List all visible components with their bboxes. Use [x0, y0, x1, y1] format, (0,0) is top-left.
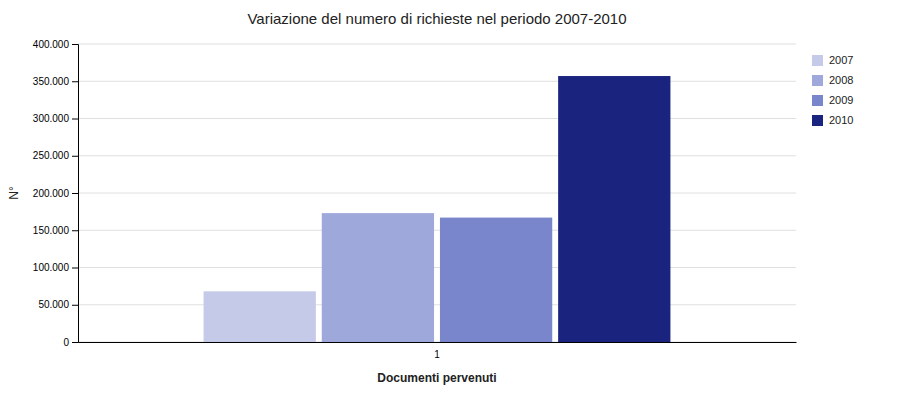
x-axis-line: [79, 342, 797, 343]
y-tick: 350.000: [33, 76, 78, 87]
y-tick-label: 200.000: [33, 188, 70, 199]
y-tick: 50.000: [38, 299, 78, 310]
y-tick-label: 300.000: [33, 113, 70, 124]
legend-swatch: [812, 55, 823, 66]
y-tick-label: 150.000: [33, 225, 70, 236]
legend-label: 2007: [829, 54, 853, 66]
y-tick-label: 350.000: [33, 76, 70, 87]
plot-area: 0 50.000 100.000 150.000 200.000 250.000 300.0…: [33, 39, 797, 360]
legend-label: 2010: [829, 114, 853, 126]
chart-svg: 0 50.000 100.000 150.000 200.000 250.000 300.0…: [0, 0, 906, 398]
grid-line: [78, 155, 796, 156]
bar: [440, 218, 552, 342]
grid-line: [78, 267, 796, 268]
grid-line: [78, 193, 796, 194]
bar: [558, 76, 670, 342]
grid-line: [78, 304, 796, 305]
legend-item: 2007: [812, 54, 853, 66]
x-axis: 1: [79, 343, 797, 361]
y-tick-mark: [72, 305, 78, 306]
y-tick-mark: [72, 342, 78, 343]
chart-container: 0 50.000 100.000 150.000 200.000 250.000 300.0…: [0, 0, 906, 398]
y-tick-label: 400.000: [33, 39, 70, 50]
legend: 2007 2008 2009 2010: [812, 54, 853, 126]
grid-line: [78, 44, 796, 45]
y-tick: 200.000: [33, 188, 78, 199]
chart-title: Variazione del numero di richieste nel p…: [247, 10, 626, 27]
y-tick-label: 100.000: [33, 262, 70, 273]
y-tick-mark: [72, 230, 78, 231]
legend-swatch: [812, 75, 823, 86]
grid-line: [78, 118, 796, 119]
y-tick: 150.000: [33, 225, 78, 236]
x-tick-label: 1: [434, 349, 440, 360]
y-tick-mark: [72, 193, 78, 194]
bar: [204, 291, 316, 342]
legend-label: 2009: [829, 94, 853, 106]
bar: [322, 213, 434, 342]
y-tick-label: 50.000: [38, 299, 69, 310]
legend-item: 2009: [812, 94, 853, 106]
y-tick: 400.000: [33, 39, 78, 50]
y-tick: 100.000: [33, 262, 78, 273]
grid-line: [78, 81, 796, 82]
y-tick-label: 250.000: [33, 150, 70, 161]
legend-label: 2008: [829, 74, 853, 86]
bars: [204, 76, 671, 342]
y-tick-mark: [72, 119, 78, 120]
y-tick: 250.000: [33, 150, 78, 161]
y-tick-mark: [72, 268, 78, 269]
y-tick-mark: [72, 156, 78, 157]
y-axis: 0 50.000 100.000 150.000 200.000 250.000 300.0…: [33, 39, 79, 348]
x-tick: 1: [434, 349, 440, 360]
y-axis-line: [72, 45, 79, 343]
y-tick: 300.000: [33, 113, 78, 124]
legend-swatch: [812, 115, 823, 126]
legend-item: 2008: [812, 74, 853, 86]
y-tick: 0: [63, 337, 78, 348]
y-tick-mark: [72, 81, 78, 82]
legend-swatch: [812, 95, 823, 106]
grid: [78, 44, 796, 342]
x-axis-title: Documenti pervenuti: [377, 371, 496, 385]
y-tick-label: 0: [63, 337, 69, 348]
legend-item: 2010: [812, 114, 853, 126]
y-tick-mark: [72, 44, 78, 45]
grid-line: [78, 230, 796, 231]
grid-line: [78, 342, 796, 343]
y-axis-title: N°: [7, 186, 21, 200]
